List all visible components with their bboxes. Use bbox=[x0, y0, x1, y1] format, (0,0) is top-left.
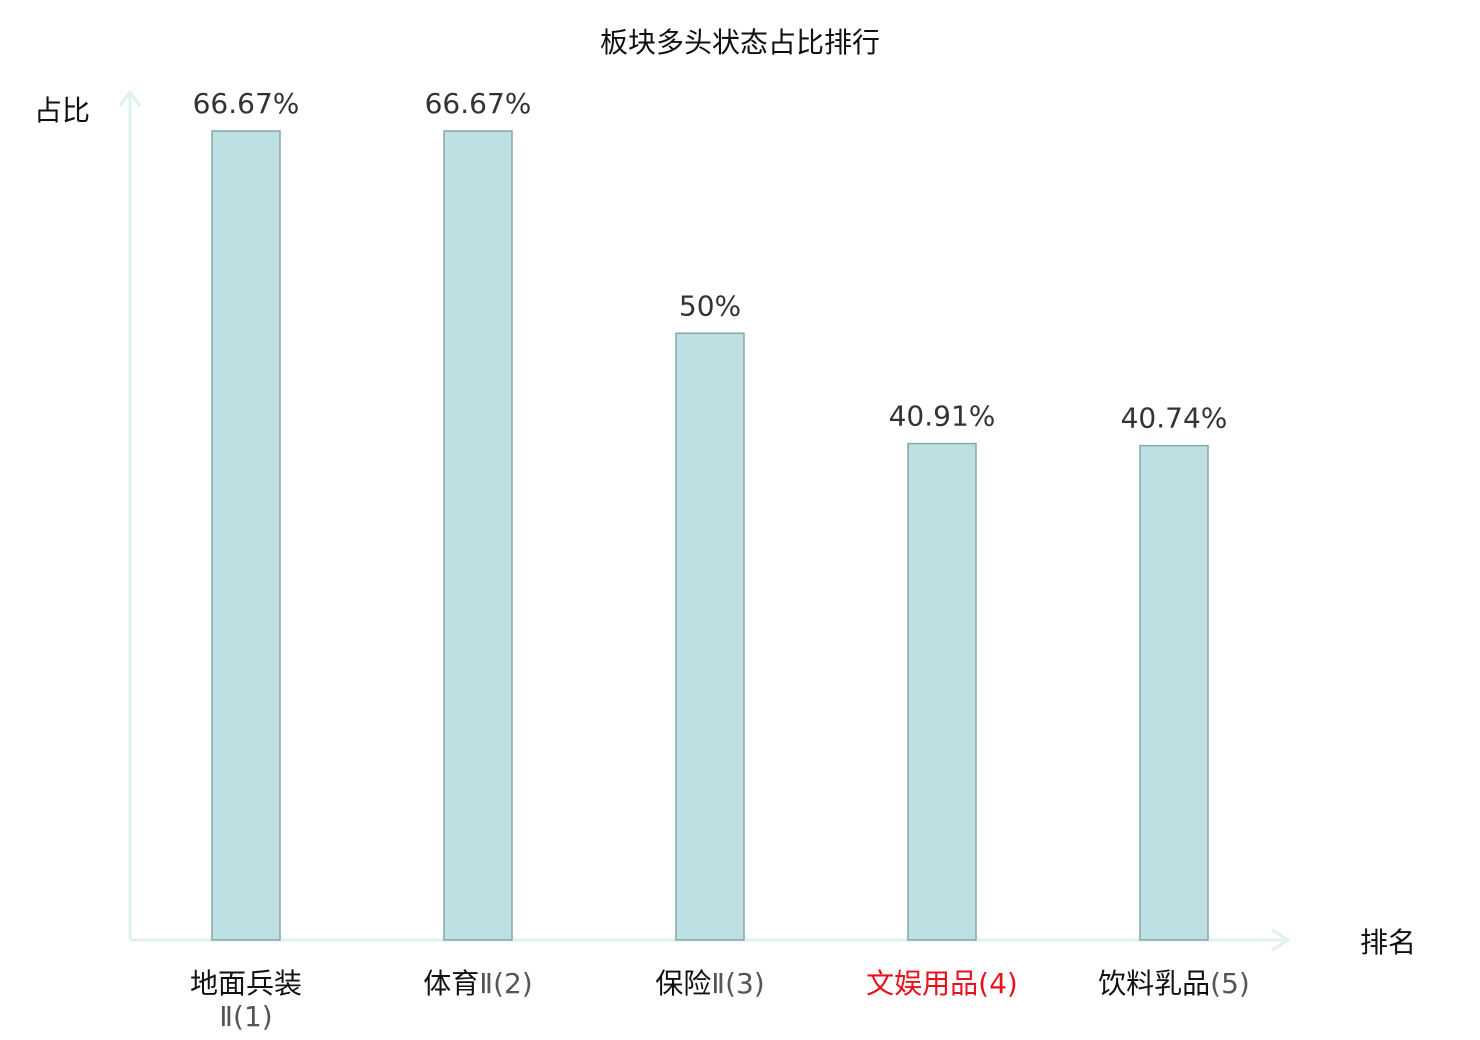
bars-group bbox=[211, 130, 1209, 941]
bar-1 bbox=[211, 130, 281, 941]
category-label-1: 地面兵装 Ⅱ(1) bbox=[190, 967, 302, 1033]
y-axis-label: 占比 bbox=[34, 94, 90, 127]
category-name: 保险 bbox=[655, 967, 711, 1000]
category-name: 地面兵装 bbox=[190, 967, 302, 1000]
category-label-5: 饮料乳品(5) bbox=[1098, 967, 1250, 1000]
bar-4 bbox=[907, 442, 977, 941]
category-label-2: 体育Ⅱ(2) bbox=[423, 967, 532, 1000]
category-suffix: (5) bbox=[1210, 967, 1250, 1000]
category-suffix: (4) bbox=[978, 967, 1018, 1000]
x-axis-arrow bbox=[1271, 928, 1291, 952]
category-name: 体育 bbox=[423, 967, 479, 1000]
category-suffix: Ⅱ(2) bbox=[479, 967, 532, 1000]
value-labels-group: 66.67% 66.67% 50% 40.91% 40.74% bbox=[193, 87, 1228, 435]
bar-5 bbox=[1139, 444, 1209, 941]
bar-2 bbox=[443, 130, 513, 941]
value-label-4: 40.91% bbox=[889, 400, 996, 433]
category-name: 饮料乳品 bbox=[1098, 967, 1210, 1000]
chart-title: 板块多头状态占比排行 bbox=[600, 26, 880, 59]
category-label-3: 保险Ⅱ(3) bbox=[655, 967, 764, 1000]
category-label-4: 文娱用品(4) bbox=[866, 967, 1018, 1000]
category-suffix: Ⅱ(1) bbox=[219, 1000, 272, 1033]
value-label-3: 50% bbox=[679, 289, 741, 322]
category-name: 文娱用品 bbox=[866, 967, 978, 1000]
bar-3 bbox=[675, 332, 745, 941]
category-suffix: Ⅱ(3) bbox=[711, 967, 764, 1000]
x-axis-label: 排名 bbox=[1360, 926, 1416, 959]
category-labels-group: 地面兵装 Ⅱ(1) 体育Ⅱ(2) 保险Ⅱ(3) 文娱用品(4) 饮料乳品(5) bbox=[190, 967, 1250, 1033]
y-axis-arrow bbox=[118, 89, 142, 107]
value-label-1: 66.67% bbox=[193, 87, 300, 120]
value-label-5: 40.74% bbox=[1121, 402, 1228, 435]
value-label-2: 66.67% bbox=[425, 87, 532, 120]
